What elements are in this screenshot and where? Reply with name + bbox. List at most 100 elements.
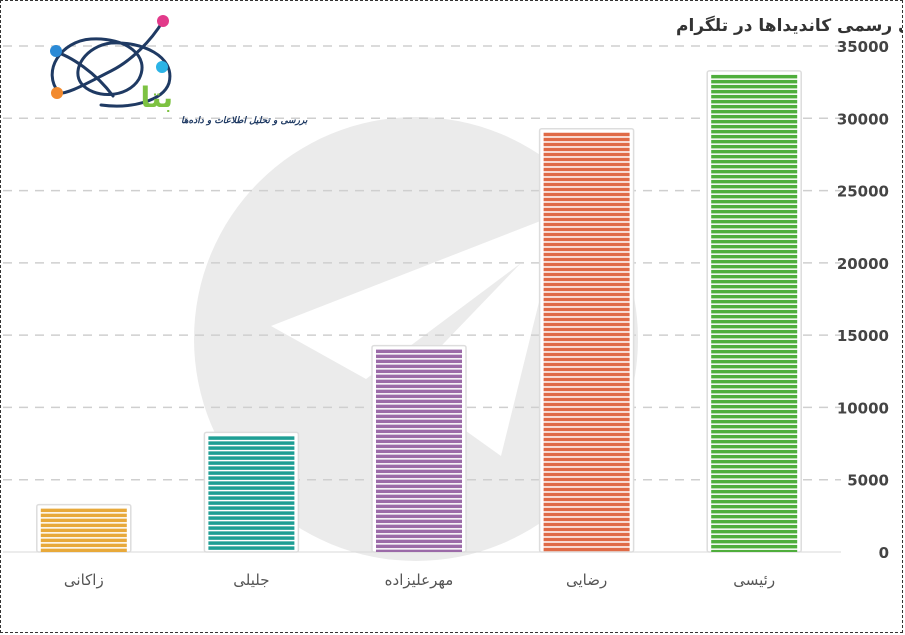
bar-stripe [711,459,798,464]
bar-stripe [376,439,462,444]
bar-stripe [543,522,630,527]
bar-stripe [208,486,295,490]
bar-stripe [543,387,630,392]
y-tick-label: 35000 [837,38,889,56]
bar-stripe [208,511,295,515]
bar-stripe [376,524,462,529]
bar-stripe [543,162,630,167]
bar-stripe [543,437,630,442]
bar-stripe [711,499,798,504]
bar-stripe [711,484,798,489]
bar-stripe [40,538,127,543]
bar-stripe [543,147,630,152]
bar-stripe [711,549,798,552]
bar-stripe [376,489,462,494]
bar-stripe [711,194,798,199]
bar-stripe [208,491,295,495]
bar-stripe [711,539,798,544]
bar-stripe [543,492,630,497]
bar-stripe [543,322,630,327]
bar-stripe [40,523,127,528]
bar-stripe [543,187,630,192]
bar-stripe [376,384,462,389]
bar-stripe [711,244,798,249]
bar-stripe [711,359,798,364]
bar-stripe [711,109,798,114]
bar-stripe [208,546,295,550]
bar-stripe [711,449,798,454]
bar-stripe [208,476,295,480]
bar-stripe [543,477,630,482]
bar-stripe [711,399,798,404]
bar-stripe [543,232,630,237]
bar-stripe [711,124,798,129]
bar-stripe [711,94,798,99]
bar-stripe [376,369,462,374]
bar-stripe [711,404,798,409]
bar-stripe [711,379,798,384]
bar-stripe [376,549,462,552]
bar-stripe [376,364,462,369]
bar-stripe [543,357,630,362]
bar-stripe [40,508,127,513]
bar-stripe [543,217,630,222]
bar-stripe [711,154,798,159]
bar-stripe [543,407,630,412]
bar-stripe [376,404,462,409]
y-tick-label: 10000 [837,399,889,417]
category-label: مهرعلیزاده [385,571,454,589]
bar-stripe [543,292,630,297]
bar-stripe [376,379,462,384]
bar-stripe [208,451,295,455]
bar-stripe [40,543,127,548]
bar-stripe [40,513,127,518]
bar-stripe [711,374,798,379]
bar-stripe [543,337,630,342]
bar [706,70,802,553]
bar-stripe [376,349,462,354]
bar-stripe [711,414,798,419]
bar-stripe [543,372,630,377]
bar-stripe [711,84,798,89]
category-label: رضایی [566,571,607,589]
bar-stripe [376,354,462,359]
bar-stripe [208,466,295,470]
bar-stripe [711,354,798,359]
bar-stripe [543,392,630,397]
bar-stripe [376,459,462,464]
bar-stripe [543,197,630,202]
bar-stripe [711,89,798,94]
bar-stripe [543,397,630,402]
bar-stripe [711,369,798,374]
bar-stripe [376,399,462,404]
bar-stripe [543,177,630,182]
bar-stripe [711,454,798,459]
bar-stripe [711,384,798,389]
bar [203,431,300,553]
bar-stripe [543,277,630,282]
logo-dot [51,87,63,99]
bar-stripe [543,452,630,457]
bar-stripe [543,547,630,552]
bar-stripe [711,409,798,414]
bar-stripe [208,471,295,475]
y-tick-labels: 0 5000 10000 15000 20000 25000 30000 35000 [837,38,889,562]
bar-stripe [543,462,630,467]
bar-stripe [543,257,630,262]
y-tick-label: 20000 [837,255,889,273]
bar-stripe [376,444,462,449]
bar-stripe [711,114,798,119]
bar-stripe [543,467,630,472]
bar-stripe [376,409,462,414]
chart-title: نمودار میزان کاربر عضو کانال‌های رسمی کا… [676,15,903,36]
bar-stripe [543,307,630,312]
bar-stripe [376,449,462,454]
bar-stripe [543,507,630,512]
bar-stripe [543,192,630,197]
bar-stripe [711,289,798,294]
logo-dot [50,45,62,57]
y-tick-label: 30000 [837,110,889,128]
bar-stripe [376,419,462,424]
bar-stripe [543,457,630,462]
